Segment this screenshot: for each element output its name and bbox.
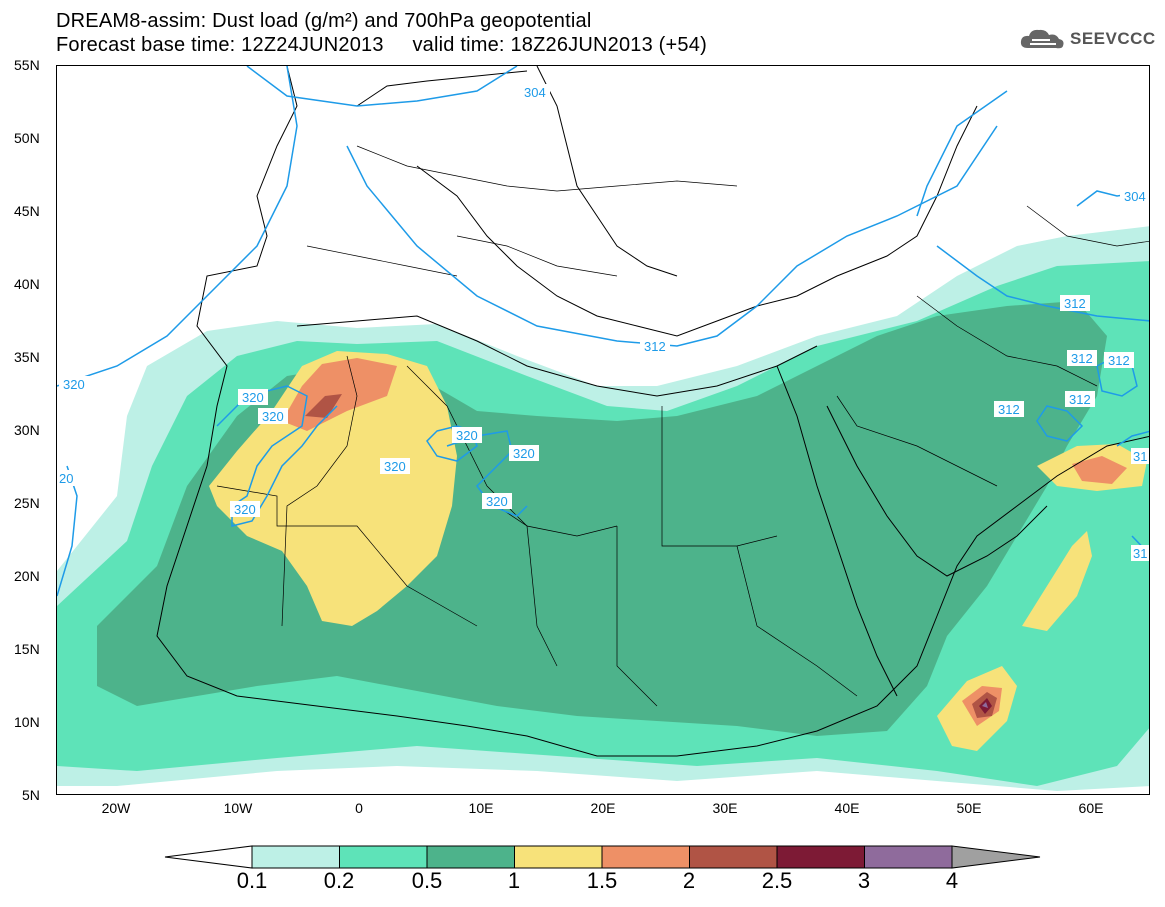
contour-label: 312 — [1060, 295, 1090, 311]
contour-label: 320 — [509, 445, 539, 461]
lat-label: 35N — [14, 349, 40, 365]
svg-text:320: 320 — [456, 428, 478, 443]
map-title: DREAM8-assim: Dust load (g/m²) and 700hP… — [56, 10, 592, 32]
lon-label: 10W — [223, 800, 253, 816]
svg-text:320: 320 — [63, 377, 85, 392]
contour-label: 312 — [640, 338, 670, 354]
contour-label: 320 — [380, 458, 410, 474]
forecast-time-info: Forecast base time: 12Z24JUN2013 valid t… — [56, 34, 707, 56]
svg-text:320: 320 — [513, 446, 535, 461]
svg-text:312: 312 — [998, 402, 1020, 417]
lon-label: 20E — [590, 800, 616, 816]
contour-label: 312 — [994, 401, 1024, 417]
dust-load-map: 304 304 312 312 312 312 312 312 320 320 … — [56, 65, 1150, 795]
svg-text:320: 320 — [486, 494, 508, 509]
colorbar-label: 1.5 — [586, 868, 618, 893]
contour-label-group: 304 304 312 312 312 312 312 312 320 320 … — [57, 84, 1149, 561]
colorbar-label: 1 — [507, 868, 521, 893]
contour-label: 312 — [1065, 391, 1095, 407]
svg-text:31: 31 — [1133, 449, 1147, 464]
lat-label: 55N — [14, 57, 40, 73]
svg-text:312: 312 — [1064, 296, 1086, 311]
cloud-icon — [1020, 29, 1064, 49]
contour-label: 320 — [59, 376, 89, 392]
svg-text:312: 312 — [1071, 351, 1093, 366]
lat-label: 20N — [14, 568, 40, 584]
colorbar-cell-under — [164, 845, 253, 869]
seevccc-logo: SEEVCCC — [1018, 26, 1156, 52]
colorbar-cell — [864, 845, 953, 869]
colorbar-label: 3 — [857, 868, 871, 893]
lon-label: 50E — [956, 800, 982, 816]
colorbar-label: 2.5 — [761, 868, 793, 893]
svg-text:31: 31 — [1133, 546, 1147, 561]
colorbar-cell — [689, 845, 778, 869]
colorbar-cell — [776, 845, 865, 869]
lat-label: 50N — [14, 130, 40, 146]
contour-label: 320 — [230, 501, 260, 517]
geopotential-contours — [57, 66, 1149, 597]
dust-region-purple-horn — [982, 702, 988, 708]
svg-text:320: 320 — [234, 502, 256, 517]
lon-label: 0 — [355, 800, 363, 816]
lat-label: 30N — [14, 422, 40, 438]
contour-label: 320 — [437, 441, 467, 457]
contour-label: 320 — [482, 493, 512, 509]
colorbar-label: 0.1 — [236, 868, 268, 893]
contour-label: 31 — [1131, 448, 1149, 464]
coastlines — [156, 66, 1149, 757]
logo-text: SEEVCCC — [1070, 29, 1156, 48]
colorbar-label: 2 — [682, 868, 696, 893]
contour-label: 312 — [1067, 350, 1097, 366]
colorbar-cell — [601, 845, 690, 869]
svg-text:320: 320 — [262, 409, 284, 424]
colorbar-label: 0.5 — [411, 868, 443, 893]
colorbar-cell-over — [951, 845, 1041, 869]
contour-label: 320 — [452, 427, 482, 443]
lat-label: 5N — [22, 787, 40, 803]
map-canvas: 304 304 312 312 312 312 312 312 320 320 … — [57, 66, 1149, 791]
contour-label: 320 — [238, 389, 268, 405]
svg-text:304: 304 — [524, 85, 546, 100]
lat-label: 40N — [14, 276, 40, 292]
svg-text:320: 320 — [242, 390, 264, 405]
contour-label: 304 — [1120, 188, 1149, 204]
dust-region-brown-atlas — [305, 394, 342, 418]
svg-text:312: 312 — [644, 339, 666, 354]
contour-label: 312 — [1104, 352, 1134, 368]
lat-label: 15N — [14, 641, 40, 657]
lon-label: 40E — [834, 800, 860, 816]
lat-label: 45N — [14, 203, 40, 219]
svg-text:320: 320 — [384, 459, 406, 474]
colorbar-label: 0.2 — [323, 868, 355, 893]
lon-label: 60E — [1078, 800, 1104, 816]
dust-region-yellow-oman — [1022, 531, 1092, 631]
contour-label: 320 — [258, 408, 288, 424]
lat-label: 25N — [14, 495, 40, 511]
svg-text:20: 20 — [59, 471, 73, 486]
colorbar-cell — [426, 845, 515, 869]
lon-label: 20W — [101, 800, 131, 816]
colorbar-label: 4 — [945, 868, 959, 893]
contour-label: 304 — [520, 84, 550, 100]
svg-text:304: 304 — [1124, 189, 1146, 204]
colorbar-cell — [251, 845, 340, 869]
lat-label: 10N — [14, 714, 40, 730]
contour-label: 31 — [1131, 545, 1149, 561]
colorbar-cell — [339, 845, 428, 869]
lon-label: 30E — [712, 800, 738, 816]
svg-text:312: 312 — [1069, 392, 1091, 407]
svg-text:312: 312 — [1108, 353, 1130, 368]
lon-label: 10E — [468, 800, 494, 816]
dust-region-orange-iran — [1072, 456, 1127, 484]
colorbar-cell — [514, 845, 603, 869]
contour-label: 20 — [57, 470, 75, 486]
